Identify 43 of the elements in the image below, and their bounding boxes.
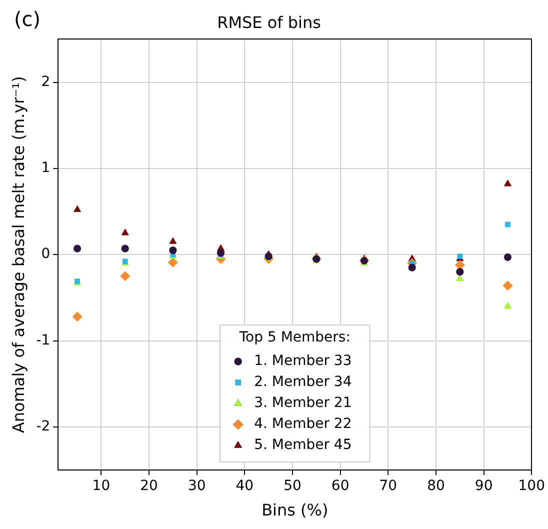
point bbox=[502, 280, 513, 291]
point bbox=[408, 264, 416, 272]
x-tick-label: 10 bbox=[92, 478, 110, 494]
point bbox=[169, 237, 177, 244]
text: (c) bbox=[14, 7, 41, 31]
point bbox=[72, 312, 82, 322]
point bbox=[73, 205, 82, 212]
point bbox=[168, 257, 178, 268]
x-tick-label: 20 bbox=[140, 478, 158, 494]
y-tick-label: 0 bbox=[41, 246, 50, 262]
x-tick-label: 60 bbox=[331, 478, 350, 494]
legend-label: 2. Member 34 bbox=[254, 374, 352, 390]
y-tick-label: -1 bbox=[36, 332, 50, 348]
point bbox=[216, 249, 225, 257]
point bbox=[120, 271, 130, 282]
y-axis-title: Anomaly of average basal melt rate (m.yr⁻¹) bbox=[8, 76, 28, 434]
point bbox=[73, 244, 82, 252]
legend-title: Top 5 Members: bbox=[238, 330, 350, 346]
point bbox=[504, 179, 512, 186]
legend-label: 1. Member 33 bbox=[254, 353, 352, 370]
y-tick-label: 2 bbox=[41, 74, 50, 90]
x-axis-title: Bins (%) bbox=[262, 500, 328, 520]
point bbox=[121, 244, 129, 252]
legend-label: 3. Member 21 bbox=[254, 395, 352, 412]
x-tick-label: 80 bbox=[427, 478, 445, 494]
x-tick-label: 100 bbox=[518, 478, 546, 494]
point bbox=[454, 260, 465, 270]
chart-title: RMSE of bins bbox=[217, 12, 321, 32]
x-tick-label: 50 bbox=[284, 478, 302, 494]
point bbox=[504, 302, 512, 309]
x-tick-label: 40 bbox=[236, 478, 254, 494]
x-tick-label: 30 bbox=[188, 478, 206, 494]
point bbox=[121, 228, 130, 236]
y-tick-label: -2 bbox=[36, 418, 50, 435]
point bbox=[169, 246, 177, 254]
legend-label: 4. Member 22 bbox=[254, 416, 352, 432]
point bbox=[504, 253, 512, 261]
legend-label: 5. Member 45 bbox=[254, 437, 352, 454]
x-tick-label: 90 bbox=[474, 478, 493, 494]
x-tick-label: 70 bbox=[379, 478, 398, 494]
y-tick-label: 1 bbox=[41, 160, 50, 176]
point bbox=[456, 268, 464, 276]
point bbox=[505, 222, 510, 228]
